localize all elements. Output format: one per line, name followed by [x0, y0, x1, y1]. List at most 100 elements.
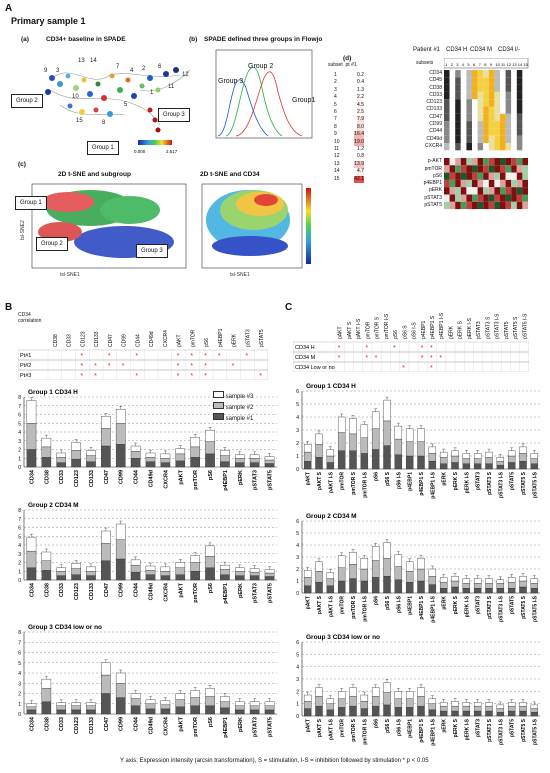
group1-callout-a: Group 1: [87, 141, 119, 155]
bar-segment: [26, 703, 37, 708]
heatmap-cell: [455, 99, 461, 107]
x-tick-label: pAKT I-S: [328, 595, 334, 617]
heatmap-cell: [466, 70, 472, 78]
subset-row: 6 2.5: [334, 109, 364, 117]
panel-B-label: B: [5, 302, 13, 313]
bar-segment: [360, 453, 369, 470]
heatmap-cell: [505, 194, 512, 202]
y-tick-label: 5: [18, 421, 21, 427]
x-tick-label: pSTAT3 S: [487, 471, 493, 495]
bar-segment: [264, 569, 275, 574]
heatmap-cell: [460, 179, 467, 188]
heatmap-cell: [522, 194, 528, 202]
bar-segment: [56, 571, 67, 576]
corr-row: [293, 341, 529, 353]
svg-text:4: 4: [130, 68, 134, 74]
bar-segment: [417, 428, 425, 442]
y-tick-label: 6: [296, 519, 299, 525]
patient-label: Patient #1: [413, 47, 441, 53]
heatmap-cell: [516, 84, 523, 92]
heatmap-cell: [488, 70, 495, 78]
heatmap-cell: [483, 135, 489, 143]
x-tick-label: CD133: [89, 583, 95, 600]
heatmap-cell: [466, 194, 472, 202]
heatmap: 1 2 3 4 5 6 7 8 9 10 11 12 13 14 15: [444, 58, 529, 210]
heatmap-cell: [455, 158, 461, 166]
x-tick-label: pS6: [208, 583, 214, 593]
bar-segment: [417, 687, 425, 697]
x-tick-label: pmTOR: [193, 583, 199, 603]
bar-segment: [101, 428, 111, 447]
bar-segment: [530, 453, 539, 459]
heatmap-cell: [483, 128, 489, 136]
x-tick-label: CD133: [89, 470, 95, 487]
bar-segment: [507, 710, 516, 717]
x-tick-label: CD33: [59, 717, 65, 731]
y-tick-label: 0: [18, 465, 21, 471]
figure-title: Primary sample 1: [11, 16, 86, 26]
heatmap-row-label: CD38: [429, 84, 442, 91]
bar-segment: [249, 454, 260, 459]
x-tick-label: pAKT: [306, 596, 312, 609]
heatmap-cell: [505, 99, 512, 107]
bar-segment: [394, 691, 403, 699]
heatmap-cell: [494, 99, 500, 107]
heatmap-cell: [444, 99, 450, 107]
heatmap-col-label: 15: [523, 62, 528, 67]
heatmap-cell: [522, 143, 528, 151]
bar-segment: [519, 575, 527, 582]
heatmap-cell: [460, 77, 467, 85]
bar-segment: [190, 446, 200, 458]
bar-segment: [160, 462, 171, 468]
y-tick-label: 0: [18, 578, 21, 584]
heatmap-row-label: CD33: [429, 91, 442, 98]
chart-title: Group 3 CD34 low or no: [28, 624, 102, 631]
tsne-subgroup-plot: tsl-SNE1 tsl-SNE2: [20, 183, 187, 278]
x-tick-label: pmTOR S: [351, 595, 357, 618]
bar-segment: [303, 708, 312, 717]
heatmap-cell: [505, 201, 512, 210]
corr-col-label: pSTAT3: [476, 321, 482, 339]
heatmap-col-label: 8: [484, 62, 487, 67]
x-tick-label: CD38: [44, 583, 50, 597]
significance-star: *: [245, 353, 248, 360]
y-tick-label: 6: [18, 526, 21, 532]
x-tick-label: pSTAT5: [268, 583, 274, 603]
heatmap-cell: [516, 187, 523, 195]
corr-col-label: CD123: [80, 331, 86, 347]
bar-segment: [394, 425, 403, 440]
bar-segment: [86, 566, 96, 572]
bar-segment: [175, 699, 186, 708]
heatmap-cell: [449, 201, 456, 210]
subset-row: 15 42.1: [334, 175, 364, 184]
heatmap-cell: [477, 135, 484, 143]
bar-segment: [115, 444, 126, 468]
bar-segment: [205, 545, 215, 557]
heatmap-row-label: CD47: [429, 113, 442, 120]
x-tick-label: pERK S: [453, 595, 459, 614]
corr-col-label: pmTOR S: [375, 316, 381, 339]
heatmap-row-label: pmTOR: [424, 165, 442, 172]
panel-a-title: CD34+ baseline in SPADE: [46, 36, 126, 43]
heatmap-row-label: CD34: [429, 70, 442, 76]
heatmap-col-label: 13: [512, 62, 517, 67]
x-tick-label: CD44: [134, 582, 140, 597]
bar-segment: [360, 568, 369, 582]
heatmap-cell: [500, 165, 506, 173]
bar-segment: [115, 409, 126, 424]
bar-segment: [175, 706, 186, 715]
histogram: Group 2 Group 3 Group1: [215, 49, 315, 139]
x-tick-label: pSTAT3: [476, 719, 482, 737]
bar-segment: [41, 446, 52, 458]
heatmap-cell: [483, 84, 489, 92]
heatmap-cell: [511, 70, 517, 78]
x-tick-label: pSTAT5: [510, 596, 516, 614]
bar-segment: [519, 446, 527, 454]
heatmap-cell: [505, 77, 512, 85]
heatmap-cell: [494, 113, 500, 122]
corr-row-label: CD34 H: [295, 345, 315, 351]
bar-segment: [26, 400, 37, 424]
heatmap-cell: [449, 165, 456, 173]
bar-segment: [507, 702, 516, 707]
heatmap-cell: [455, 91, 461, 100]
